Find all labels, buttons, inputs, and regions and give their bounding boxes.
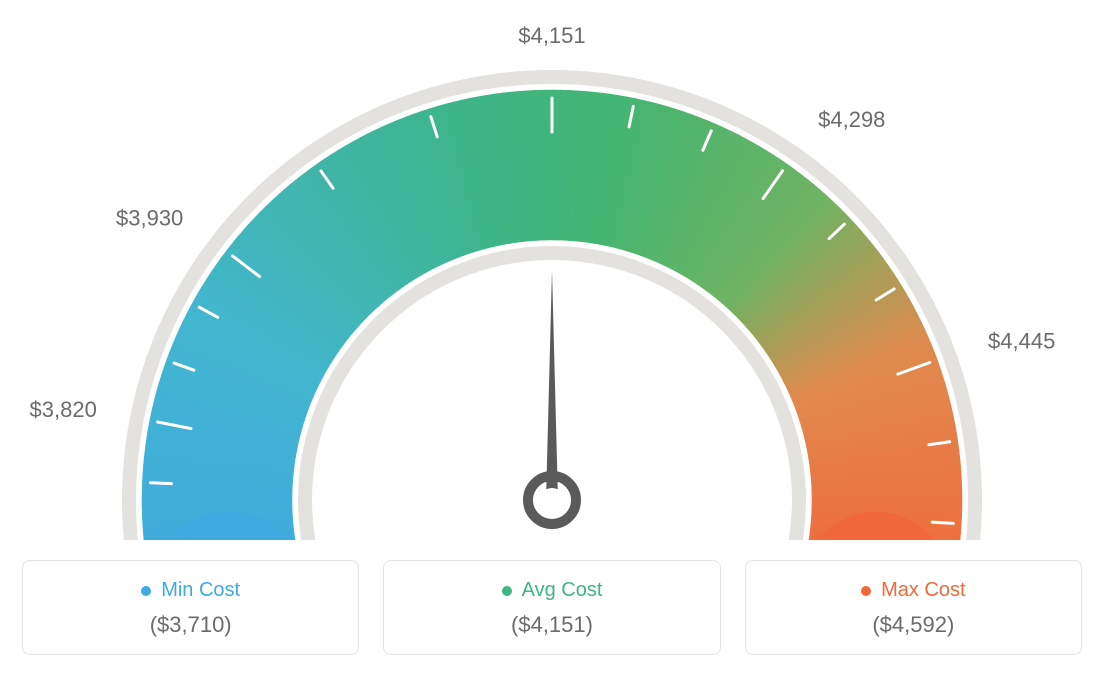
legend-card-max: Max Cost ($4,592) (745, 560, 1082, 655)
svg-text:$4,151: $4,151 (518, 23, 585, 48)
legend-avg-label: Avg Cost (522, 579, 603, 602)
legend-card-min: Min Cost ($3,710) (22, 560, 359, 655)
svg-text:$3,820: $3,820 (30, 397, 97, 422)
dot-icon (141, 586, 151, 596)
svg-text:$4,298: $4,298 (818, 107, 885, 132)
legend-card-avg: Avg Cost ($4,151) (383, 560, 720, 655)
dot-icon (502, 586, 512, 596)
legend-row: Min Cost ($3,710) Avg Cost ($4,151) Max … (22, 560, 1082, 655)
legend-avg-value: ($4,151) (394, 612, 709, 638)
legend-min-label: Min Cost (161, 579, 240, 602)
cost-gauge-chart: $3,710$3,820$3,930$4,151$4,298$4,445$4,5… (22, 20, 1082, 540)
svg-text:$4,445: $4,445 (988, 328, 1055, 353)
legend-max-label: Max Cost (881, 579, 965, 602)
dot-icon (861, 586, 871, 596)
svg-text:$3,930: $3,930 (116, 205, 183, 230)
legend-max-value: ($4,592) (756, 612, 1071, 638)
legend-min-value: ($3,710) (33, 612, 348, 638)
